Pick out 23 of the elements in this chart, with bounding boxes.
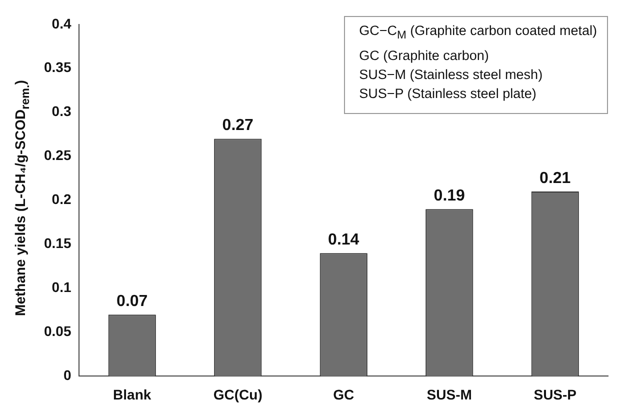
- x-tick-label: GC(Cu): [213, 386, 262, 402]
- annotation: GC−C$_{M}$ (Graphite carbon coated metal): [359, 22, 597, 44]
- y-tick-label: 0.05: [44, 323, 72, 340]
- y-tick-label: 0: [63, 367, 72, 384]
- y-tick-label: 0.2: [52, 191, 72, 208]
- data-label: 0.07: [116, 293, 148, 310]
- annotation: SUS−M (Stainless steel mesh): [359, 66, 544, 84]
- data-label: 0.21: [540, 170, 571, 187]
- x-tick-label: SUS-M: [426, 386, 472, 402]
- data-label: 0.27: [222, 117, 254, 134]
- annotation: SUS−P (Stainless steel plate): [359, 84, 538, 103]
- y-tick-label: 0.4: [52, 15, 72, 32]
- x-tick-label: Blank: [113, 386, 152, 402]
- y-tick-label: 0.35: [44, 59, 72, 76]
- y-tick-label: 0.1: [52, 279, 72, 296]
- data-label: 0.19: [434, 188, 466, 204]
- annotation: GC (Graphite carbon): [359, 46, 490, 65]
- x-tick-label: GC: [333, 386, 354, 402]
- data-label: 0.14: [328, 231, 360, 248]
- x-tick-label: SUS-P: [534, 386, 577, 402]
- y-tick-label: 0.25: [44, 147, 72, 164]
- y-tick-label: 0.3: [52, 103, 72, 120]
- y-tick-label: 0.15: [44, 235, 72, 252]
